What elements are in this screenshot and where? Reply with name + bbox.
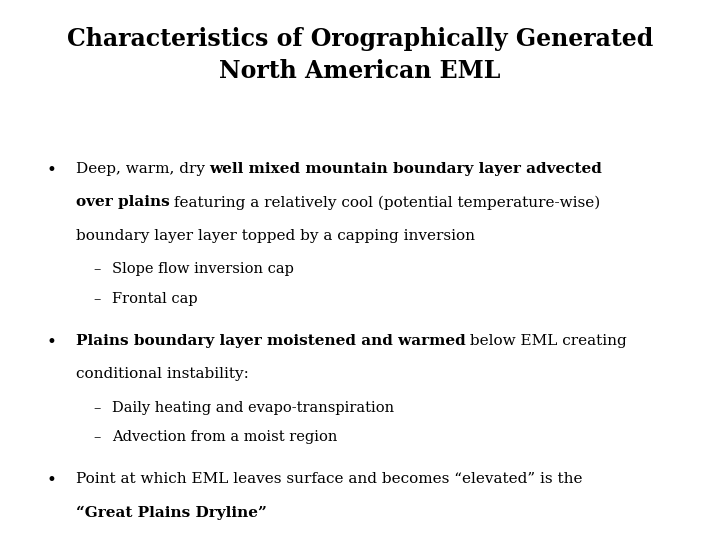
Text: conditional instability:: conditional instability:	[76, 367, 248, 381]
Text: boundary layer layer topped by a capping inversion: boundary layer layer topped by a capping…	[76, 229, 474, 243]
Text: Deep, warm, dry: Deep, warm, dry	[76, 162, 210, 176]
Text: Advection from a moist region: Advection from a moist region	[112, 430, 337, 444]
Text: •: •	[47, 334, 57, 350]
Text: –: –	[94, 430, 101, 444]
Text: Plains boundary layer moistened and warmed: Plains boundary layer moistened and warm…	[76, 334, 465, 348]
Text: •: •	[47, 162, 57, 179]
Text: Daily heating and evapo-transpiration: Daily heating and evapo-transpiration	[112, 401, 394, 415]
Text: well mixed mountain boundary layer advected: well mixed mountain boundary layer advec…	[210, 162, 603, 176]
Text: below EML creating: below EML creating	[465, 334, 627, 348]
Text: –: –	[94, 292, 101, 306]
Text: Characteristics of Orographically Generated
North American EML: Characteristics of Orographically Genera…	[67, 27, 653, 83]
Text: featuring a relatively cool (potential temperature-wise): featuring a relatively cool (potential t…	[169, 195, 600, 210]
Text: over plains: over plains	[76, 195, 169, 210]
Text: Frontal cap: Frontal cap	[112, 292, 197, 306]
Text: Slope flow inversion cap: Slope flow inversion cap	[112, 262, 294, 276]
Text: –: –	[94, 262, 101, 276]
Text: –: –	[94, 401, 101, 415]
Text: Point at which EML leaves surface and becomes “elevated” is the: Point at which EML leaves surface and be…	[76, 472, 582, 486]
Text: “Great Plains Dryline”: “Great Plains Dryline”	[76, 505, 266, 519]
Text: •: •	[47, 472, 57, 489]
